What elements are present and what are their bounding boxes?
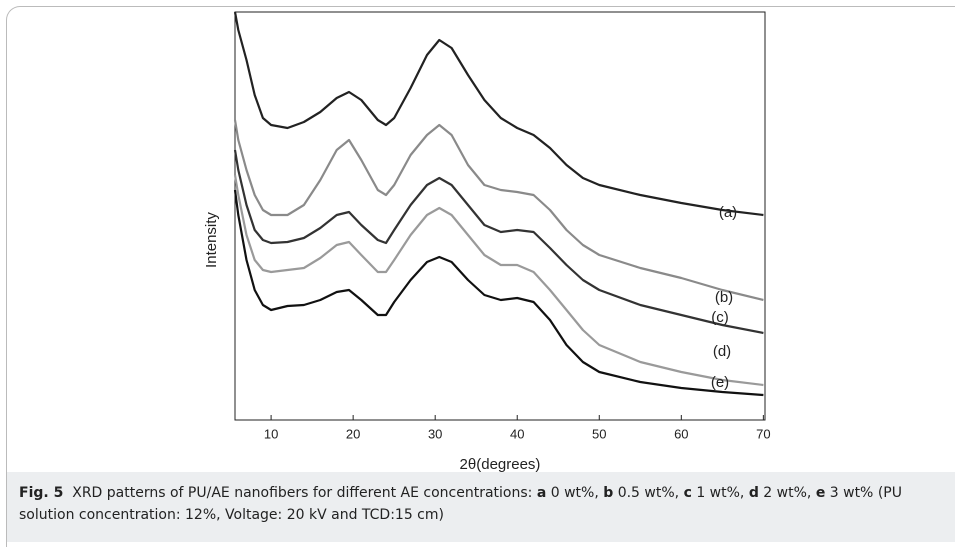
- caption-key: c: [683, 485, 692, 501]
- caption-text: 3 wt% (PU solution concentration: 12%, V…: [19, 485, 902, 523]
- chart: 2θ(degrees) Intensity 10 20 30 40 50 60 70 (a) (…: [203, 11, 771, 472]
- series-label: (b): [715, 289, 733, 306]
- plot-frame: [234, 11, 766, 421]
- caption-key: b: [603, 485, 614, 501]
- caption-key: a: [536, 485, 547, 501]
- x-tick-label: 30: [428, 426, 442, 441]
- x-tick-label: 40: [510, 426, 524, 441]
- caption-text: 2 wt%,: [758, 485, 816, 501]
- caption: Fig. 5 XRD patterns of PU/AE nanofibers …: [7, 472, 955, 542]
- x-tick-label: 20: [346, 426, 360, 441]
- caption-text: 1 wt%,: [691, 485, 749, 501]
- series-label: (a): [719, 204, 737, 221]
- caption-text: 0 wt%,: [546, 485, 604, 501]
- data-line: [233, 189, 764, 397]
- caption-key: d: [748, 485, 759, 501]
- series-label: (d): [713, 343, 731, 360]
- data-line: [233, 11, 764, 217]
- x-axis-label: 2θ(degrees): [460, 456, 541, 472]
- caption-label: Fig. 5: [19, 485, 64, 501]
- figure-frame: [6, 6, 955, 547]
- series-label: (e): [711, 374, 729, 391]
- data-line: [233, 119, 764, 302]
- data-line: [233, 149, 764, 335]
- x-tick-label: 10: [264, 426, 278, 441]
- caption-text: 0.5 wt%,: [613, 485, 684, 501]
- data-line: [233, 174, 764, 387]
- series-label: (c): [711, 309, 729, 326]
- x-tick-label: 50: [592, 426, 606, 441]
- x-tick-label: 60: [674, 426, 688, 441]
- caption-text: XRD patterns of PU/AE nanofibers for dif…: [72, 485, 537, 501]
- y-axis-label: Intensity: [203, 212, 220, 268]
- x-tick-label: 70: [756, 426, 770, 441]
- caption-key: e: [815, 485, 826, 501]
